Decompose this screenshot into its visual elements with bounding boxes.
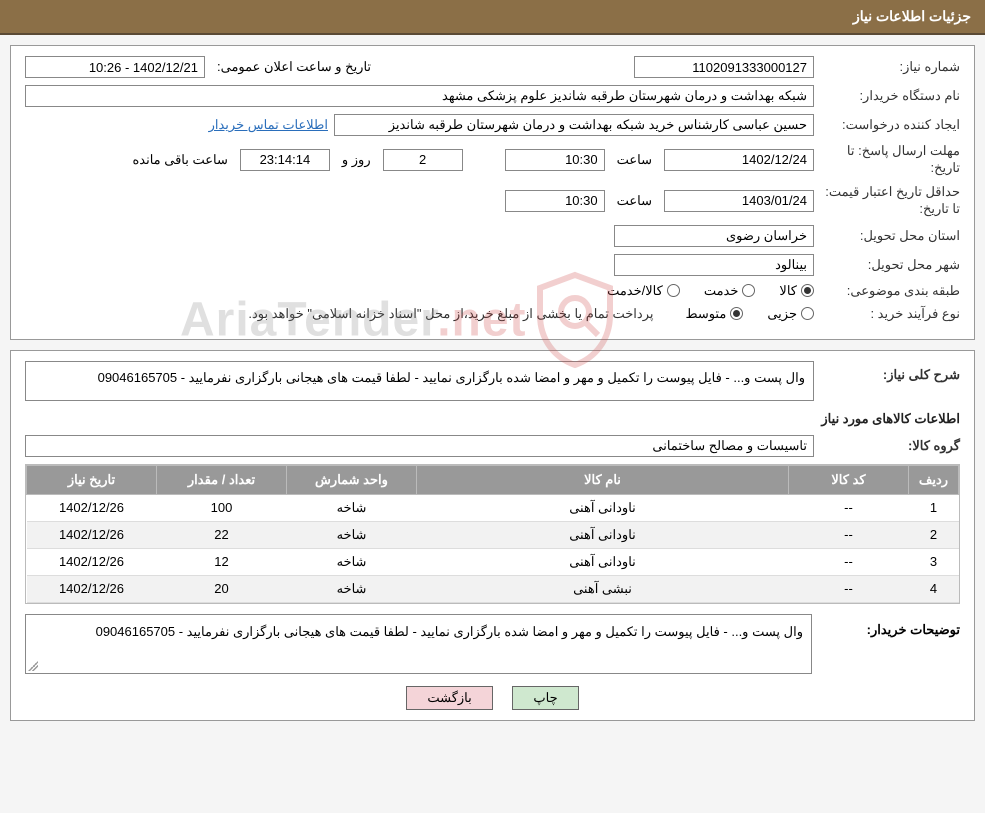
table-row: 2--ناودانی آهنیشاخه221402/12/26 bbox=[27, 521, 959, 548]
table-cell: 1402/12/26 bbox=[27, 575, 157, 602]
radio-dot-icon bbox=[801, 284, 814, 297]
overall-need-label: شرح کلی نیاز: bbox=[820, 361, 960, 383]
table-cell: ناودانی آهنی bbox=[417, 494, 789, 521]
radio-service[interactable]: خدمت bbox=[704, 283, 756, 299]
radio-medium[interactable]: متوسط bbox=[685, 306, 743, 322]
table-cell: -- bbox=[789, 494, 909, 521]
group-label: گروه کالا: bbox=[820, 438, 960, 454]
goods-table: ردیفکد کالانام کالاواحد شمارشتعداد / مقد… bbox=[25, 464, 960, 604]
table-header: ردیف bbox=[909, 465, 959, 494]
table-header: نام کالا bbox=[417, 465, 789, 494]
radio-dot-icon bbox=[730, 307, 743, 320]
time-label-2: ساعت bbox=[611, 193, 658, 209]
province-label: استان محل تحویل: bbox=[820, 228, 960, 244]
table-cell: 22 bbox=[157, 521, 287, 548]
price-date-value: 1403/01/24 bbox=[664, 190, 814, 212]
print-button[interactable]: چاپ bbox=[512, 686, 578, 710]
city-label: شهر محل تحویل: bbox=[820, 257, 960, 273]
radio-dot-icon bbox=[801, 307, 814, 320]
table-row: 4--نبشی آهنیشاخه201402/12/26 bbox=[27, 575, 959, 602]
days-and-label: روز و bbox=[336, 152, 377, 168]
table-cell: -- bbox=[789, 521, 909, 548]
table-cell: 1402/12/26 bbox=[27, 548, 157, 575]
table-header: واحد شمارش bbox=[287, 465, 417, 494]
buyer-note-text: وال پست و... - فایل پیوست را تکمیل و مهر… bbox=[25, 614, 812, 674]
announce-value: 1402/12/21 - 10:26 bbox=[25, 56, 205, 78]
resize-handle-icon[interactable] bbox=[28, 661, 38, 671]
radio-goods-service[interactable]: کالا/خدمت bbox=[607, 283, 680, 299]
table-cell: 1 bbox=[909, 494, 959, 521]
table-cell: ناودانی آهنی bbox=[417, 521, 789, 548]
radio-dot-icon bbox=[667, 284, 680, 297]
goods-info-title: اطلاعات کالاهای مورد نیاز bbox=[25, 411, 960, 427]
hours-remaining: 23:14:14 bbox=[240, 149, 330, 171]
reply-time-value: 10:30 bbox=[505, 149, 605, 171]
details-panel: شماره نیاز: 1102091333000127 تاریخ و ساع… bbox=[10, 45, 975, 340]
purchase-type-label: نوع فرآیند خرید : bbox=[820, 306, 960, 322]
goods-section: شرح کلی نیاز: وال پست و... - فایل پیوست … bbox=[10, 350, 975, 721]
footer-buttons: چاپ بازگشت bbox=[25, 674, 960, 710]
table-cell: 1402/12/26 bbox=[27, 521, 157, 548]
page-title: جزئیات اطلاعات نیاز bbox=[853, 8, 971, 24]
table-cell: نبشی آهنی bbox=[417, 575, 789, 602]
back-button[interactable]: بازگشت bbox=[406, 686, 492, 710]
requester-value: حسین عباسی کارشناس خرید شبکه بهداشت و در… bbox=[334, 114, 814, 136]
need-no-label: شماره نیاز: bbox=[820, 59, 960, 75]
subject-class-label: طبقه بندی موضوعی: bbox=[820, 283, 960, 299]
table-cell: -- bbox=[789, 575, 909, 602]
buyer-org-label: نام دستگاه خریدار: bbox=[820, 88, 960, 104]
table-cell: 1402/12/26 bbox=[27, 494, 157, 521]
table-cell: 4 bbox=[909, 575, 959, 602]
requester-label: ایجاد کننده درخواست: bbox=[820, 117, 960, 133]
table-cell: ناودانی آهنی bbox=[417, 548, 789, 575]
radio-dot-icon bbox=[742, 284, 755, 297]
city-value: بینالود bbox=[614, 254, 814, 276]
radio-partial[interactable]: جزیی bbox=[767, 306, 814, 322]
days-remaining: 2 bbox=[383, 149, 463, 171]
province-value: خراسان رضوی bbox=[614, 225, 814, 247]
announce-label: تاریخ و ساعت اعلان عمومی: bbox=[211, 59, 377, 75]
table-header: تاریخ نیاز bbox=[27, 465, 157, 494]
table-cell: -- bbox=[789, 548, 909, 575]
table-cell: شاخه bbox=[287, 575, 417, 602]
table-cell: شاخه bbox=[287, 521, 417, 548]
table-cell: 100 bbox=[157, 494, 287, 521]
price-validity-label: حداقل تاریخ اعتبار قیمت: تا تاریخ: bbox=[820, 184, 960, 218]
table-cell: شاخه bbox=[287, 494, 417, 521]
price-time-value: 10:30 bbox=[505, 190, 605, 212]
buyer-note-label: توضیحات خریدار: bbox=[820, 614, 960, 674]
remain-label: ساعت باقی مانده bbox=[126, 152, 233, 168]
overall-need-text: وال پست و... - فایل پیوست را تکمیل و مهر… bbox=[25, 361, 814, 401]
table-header: تعداد / مقدار bbox=[157, 465, 287, 494]
table-header: کد کالا bbox=[789, 465, 909, 494]
reply-date-value: 1402/12/24 bbox=[664, 149, 814, 171]
group-value: تاسیسات و مصالح ساختمانی bbox=[25, 435, 814, 457]
table-row: 1--ناودانی آهنیشاخه1001402/12/26 bbox=[27, 494, 959, 521]
table-cell: شاخه bbox=[287, 548, 417, 575]
time-label-1: ساعت bbox=[611, 152, 658, 168]
table-cell: 20 bbox=[157, 575, 287, 602]
buyer-org-value: شبکه بهداشت و درمان شهرستان طرقبه شاندیز… bbox=[25, 85, 814, 107]
need-no-value: 1102091333000127 bbox=[634, 56, 814, 78]
reply-deadline-label: مهلت ارسال پاسخ: تا تاریخ: bbox=[820, 143, 960, 177]
table-cell: 3 bbox=[909, 548, 959, 575]
radio-goods[interactable]: کالا bbox=[779, 283, 814, 299]
table-row: 3--ناودانی آهنیشاخه121402/12/26 bbox=[27, 548, 959, 575]
payment-note: پرداخت تمام یا بخشی از مبلغ خرید،از محل … bbox=[248, 306, 661, 322]
buyer-contact-link[interactable]: اطلاعات تماس خریدار bbox=[209, 117, 328, 133]
table-cell: 2 bbox=[909, 521, 959, 548]
table-cell: 12 bbox=[157, 548, 287, 575]
page-header: جزئیات اطلاعات نیاز bbox=[0, 0, 985, 35]
